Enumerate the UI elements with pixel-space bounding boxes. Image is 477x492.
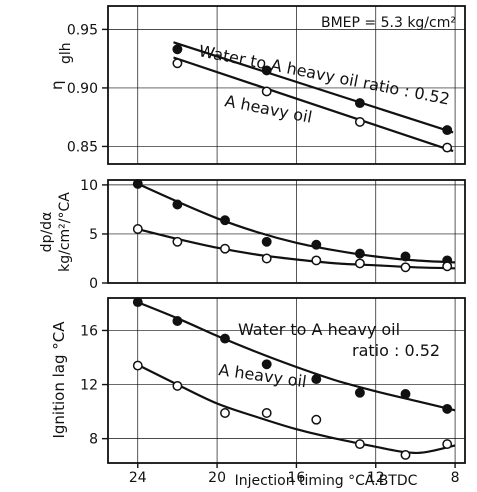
- water-emulsion-point: [354, 98, 365, 109]
- x-axis-label: Injection timing °CA.BTDC: [235, 473, 418, 489]
- heavy-oil-point: [442, 142, 453, 153]
- water-emulsion-fit-line: [173, 41, 454, 134]
- panel-pressure-rise: 10 5 0 dp/dα kg/cm²/°CA: [39, 178, 466, 292]
- y-tick-label: 5: [89, 227, 98, 243]
- heavy-oil-point: [132, 224, 143, 234]
- water-emulsion-point: [261, 359, 272, 370]
- water-emulsion-point: [261, 65, 272, 76]
- heavy-oil-point: [220, 408, 230, 418]
- water-emulsion-point: [442, 125, 453, 136]
- heavy-oil-point: [442, 439, 453, 450]
- x-tick-label: 20: [208, 470, 226, 486]
- x-axis-ticks: 24 20 16 12 8: [129, 463, 460, 486]
- heavy-oil-point: [261, 408, 272, 418]
- water-emulsion-point: [132, 178, 143, 189]
- panel-3-water-label-line1: Water to A heavy oil: [238, 320, 400, 339]
- panel-2-ylabel: dp/dα: [39, 212, 55, 253]
- panel-2-frame: [107, 179, 466, 284]
- panel-1-oil-label: A heavy oil: [223, 91, 314, 127]
- water-emulsion-point: [172, 199, 183, 210]
- water-emulsion-point: [400, 389, 411, 399]
- y-tick-label: 10: [80, 178, 98, 194]
- bmep-annotation: BMEP = 5.3 kg/cm²: [321, 15, 456, 31]
- y-tick-label: 12: [80, 378, 98, 394]
- x-tick-label: 12: [367, 470, 385, 486]
- x-tick-label: 8: [451, 470, 460, 486]
- heavy-oil-point: [311, 414, 322, 425]
- y-tick-label: 0.95: [67, 22, 98, 38]
- y-tick-label: 0.90: [67, 81, 98, 97]
- heavy-oil-point: [132, 360, 143, 371]
- panel-2-ylabel-unit: kg/cm²/°CA: [57, 192, 73, 272]
- water-emulsion-point: [261, 236, 272, 247]
- heavy-oil-point: [261, 253, 272, 264]
- water-emulsion-point: [172, 44, 183, 55]
- panel-3-ylabel: Ignition lag °CA: [50, 321, 68, 439]
- heavy-oil-point: [400, 449, 411, 460]
- y-tick-label: 8: [89, 432, 98, 448]
- heavy-oil-point: [354, 439, 365, 450]
- heavy-oil-point: [261, 86, 272, 97]
- heavy-oil-point: [442, 261, 453, 272]
- panel-thermal-efficiency: 0.950.900.85 η glh BMEP = 5.3 kg/cm² Wat…: [48, 5, 466, 165]
- panel-1-frame: [107, 5, 466, 165]
- panel-1-ylabel: η: [48, 80, 66, 90]
- water-emulsion-point: [220, 215, 230, 226]
- water-emulsion-point: [354, 248, 365, 259]
- x-tick-label: 24: [129, 470, 147, 486]
- panel-1-ylabel-subscript: glh: [58, 42, 74, 64]
- heavy-oil-point: [354, 116, 365, 127]
- y-tick-label: 0: [89, 276, 98, 292]
- heavy-oil-point: [172, 236, 183, 247]
- heavy-oil-point: [172, 58, 183, 69]
- water-emulsion-point: [132, 297, 143, 308]
- heavy-oil-point: [400, 262, 411, 273]
- panel-3-frame: [107, 297, 466, 464]
- panel-ignition-lag: 16 12 8 Ignition lag °CA Water to A heavy …: [50, 297, 466, 464]
- heavy-oil-fit-line: [133, 361, 456, 455]
- heavy-oil-point: [172, 380, 183, 391]
- y-tick-label: 16: [80, 323, 98, 339]
- heavy-oil-point: [220, 243, 230, 254]
- water-emulsion-point: [311, 239, 322, 250]
- water-emulsion-fit-line: [133, 180, 456, 264]
- x-tick-label: 16: [288, 470, 306, 486]
- water-emulsion-point: [354, 387, 365, 398]
- heavy-oil-fit-line: [173, 56, 454, 153]
- heavy-oil-point: [311, 255, 322, 266]
- y-tick-label: 0.85: [67, 139, 98, 155]
- water-emulsion-point: [311, 374, 322, 385]
- heavy-oil-point: [354, 258, 365, 269]
- water-emulsion-point: [442, 403, 453, 414]
- water-emulsion-point: [400, 251, 411, 262]
- water-emulsion-point: [220, 333, 230, 344]
- panel-3-water-label-line2: ratio : 0.52: [352, 341, 440, 360]
- water-emulsion-point: [172, 316, 183, 326]
